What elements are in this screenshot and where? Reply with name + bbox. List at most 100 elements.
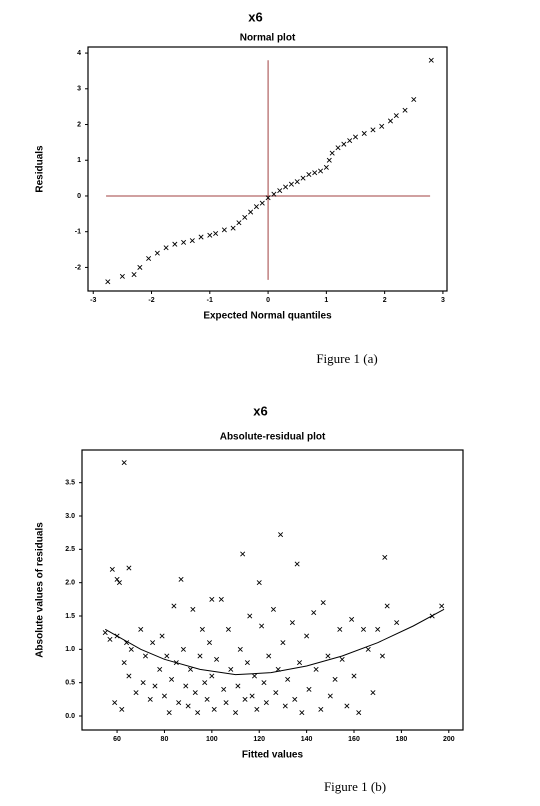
data-point [259,200,265,206]
data-point [265,195,271,201]
data-point [294,179,300,185]
data-point [428,57,434,63]
data-point [289,620,295,626]
chart-title: x6 [253,403,267,418]
x-tick-label: 180 [396,736,408,743]
data-point [347,138,353,144]
data-point [119,273,125,279]
data-point [157,666,163,672]
data-point [131,272,137,278]
data-point [313,666,319,672]
y-tick-label: 2 [77,121,81,128]
data-point [128,646,134,652]
data-point [202,680,208,686]
data-point [311,610,317,616]
y-tick-label: 1.0 [65,646,75,653]
data-point [271,191,277,197]
data-point [218,596,224,602]
data-point [230,225,236,231]
data-point [116,580,122,586]
x-tick-label: 80 [161,736,169,743]
data-point [253,204,259,210]
data-point [247,613,253,619]
data-point [154,250,160,256]
data-point [150,640,156,646]
data-point [137,264,143,270]
data-point [199,626,205,632]
data-point [138,626,144,632]
y-tick-label: 2.5 [65,546,75,553]
data-point [207,232,213,238]
data-point [325,653,331,659]
data-point [172,241,178,247]
data-point [344,703,350,709]
data-point [236,220,242,226]
data-point [142,653,149,659]
data-point [318,168,324,174]
y-tick-label: 1.5 [65,613,75,620]
data-point [251,673,258,679]
x-axis-label: Expected Normal quantiles [203,311,332,322]
data-point [140,680,146,686]
data-point [294,561,300,567]
data-point [292,696,298,702]
data-point [181,239,187,245]
data-point [382,554,388,560]
data-point [206,640,212,646]
x-tick-label: 140 [301,736,313,743]
data-point [300,175,306,181]
data-point [114,576,120,582]
y-tick-label: 0 [77,193,81,200]
y-tick-label: 2.0 [65,580,75,587]
data-point [124,640,130,646]
data-point [169,676,175,682]
data-point [318,706,324,712]
data-point [411,96,417,103]
data-point [387,118,393,124]
data-point [221,686,227,692]
data-point [379,653,385,659]
data-point [304,633,310,639]
x-tick-label: 200 [443,736,455,743]
chart-subtitle: Absolute-residual plot [220,432,326,443]
data-point [195,710,201,716]
data-point [320,600,326,606]
data-point [237,646,243,652]
data-point [335,145,341,151]
data-point [126,565,132,571]
data-point [365,646,371,652]
x-tick-label: 120 [253,736,265,743]
data-point [190,606,196,612]
data-point [352,134,359,140]
plot-frame [81,449,464,731]
data-point [176,700,182,706]
data-point [152,683,158,689]
data-point [121,660,127,666]
data-point [254,706,260,712]
data-point [180,646,186,652]
x-tick-label: 0 [266,297,270,304]
data-point [283,184,289,190]
y-tick-label: 0.0 [65,713,75,720]
y-tick-label: 3.0 [65,513,75,520]
data-point [223,700,229,706]
data-point [197,653,203,659]
data-point [209,673,215,679]
data-point [361,130,367,136]
data-point [337,626,343,632]
data-point [166,710,172,716]
data-point [161,693,167,699]
data-point [306,172,312,178]
y-tick-label: -1 [75,229,81,236]
data-point [326,157,332,163]
y-tick-label: 3.5 [65,480,75,487]
x-tick-label: 60 [113,736,121,743]
data-point [341,141,347,147]
x-tick-label: -2 [148,297,154,304]
data-point [121,460,127,466]
data-point [306,686,312,692]
data-point [183,683,189,689]
data-point [351,673,357,679]
data-point [192,690,198,696]
data-point [221,227,227,233]
